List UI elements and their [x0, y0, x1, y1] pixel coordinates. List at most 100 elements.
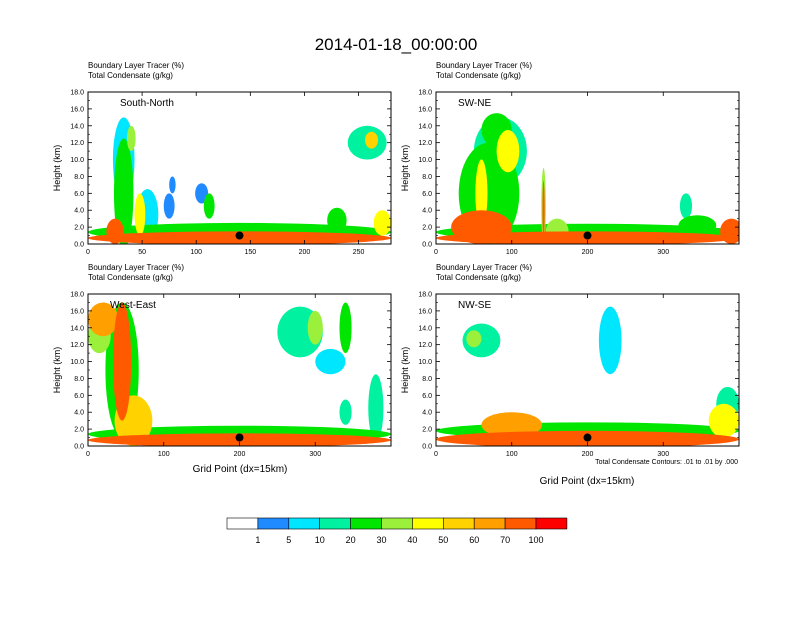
y-tick-label: 6.0	[74, 191, 84, 198]
colorbar-swatch	[412, 517, 444, 530]
label-tracer: Boundary Layer Tracer (%)	[436, 61, 532, 70]
y-tick-label: 4.0	[422, 208, 432, 215]
colorbar-label: 10	[315, 535, 325, 545]
tracer-blob	[496, 130, 520, 173]
colorbar-swatch	[288, 517, 320, 530]
y-tick-label: 0.0	[422, 242, 432, 249]
y-tick-label: 10.0	[418, 359, 432, 366]
tracer-blob	[126, 125, 136, 152]
x-tick-label: 200	[299, 249, 311, 256]
colorbar-label: 100	[528, 535, 543, 545]
x-axis-label: Grid Point (dx=15km)	[193, 464, 288, 475]
y-tick-label: 18.0	[418, 90, 432, 97]
x-tick-label: 100	[506, 451, 518, 458]
y-tick-label: 10.0	[70, 157, 84, 164]
colorbar-swatch	[257, 517, 290, 530]
shaded-field	[436, 306, 739, 446]
panels: 0.0 2.0 4.0 6.0 8.0 10.0 12.0 14.0 16.0 18.0 0 50 10…	[52, 61, 740, 487]
y-tick-label: 16.0	[70, 106, 84, 113]
shaded-field	[88, 117, 391, 244]
y-tick-label: 14.0	[70, 325, 84, 332]
label-tracer: Boundary Layer Tracer (%)	[88, 263, 184, 272]
tracer-blob	[307, 310, 323, 345]
y-tick-label: 4.0	[422, 410, 432, 417]
panel-name: NW-SE	[458, 300, 491, 311]
colorbar-swatch	[442, 517, 475, 530]
tracer-blob	[598, 306, 622, 375]
tracer-blob	[678, 215, 717, 236]
panel-sw-ne: 0.0 2.0 4.0 6.0 8.0 10.0 12.0 14.0 16.0 18.0 0 100 2…	[400, 61, 740, 256]
y-tick-label: 8.0	[422, 174, 432, 181]
tracer-blob	[708, 403, 739, 438]
x-tick-label: 0	[434, 249, 438, 256]
colorbar-label: 20	[346, 535, 356, 545]
y-axis-label: Height (km)	[52, 347, 62, 394]
tracer-blob	[106, 218, 124, 244]
y-tick-label: 16.0	[418, 106, 432, 113]
colorbar-swatch	[473, 517, 506, 530]
y-tick-label: 12.0	[70, 140, 84, 147]
x-tick-label: 300	[657, 451, 669, 458]
y-tick-label: 16.0	[418, 308, 432, 315]
tracer-blob	[203, 193, 215, 219]
tracer-blob	[315, 348, 346, 375]
y-tick-label: 0.0	[74, 242, 84, 249]
x-tick-label: 0	[434, 451, 438, 458]
y-tick-label: 8.0	[74, 174, 84, 181]
x-tick-label: 300	[309, 451, 321, 458]
panel-south-north: 0.0 2.0 4.0 6.0 8.0 10.0 12.0 14.0 16.0 18.0 0 50 10…	[52, 61, 392, 256]
tracer-blob	[339, 399, 352, 425]
label-condensate: Total Condensate (g/kg)	[436, 71, 521, 80]
y-axis-label: Height (km)	[52, 145, 62, 192]
location-marker	[235, 231, 244, 240]
y-tick-label: 14.0	[70, 123, 84, 130]
colorbar-swatch	[319, 517, 351, 530]
x-tick-label: 100	[506, 249, 518, 256]
x-axis-label: Grid Point (dx=15km)	[540, 476, 635, 487]
colorbar-label: 50	[438, 535, 448, 545]
colorbar-swatch	[226, 517, 259, 530]
tracer-blob	[373, 210, 391, 236]
colorbar-label: 60	[469, 535, 479, 545]
label-condensate: Total Condensate (g/kg)	[88, 273, 173, 282]
tracer-blob	[542, 180, 545, 240]
shaded-field	[88, 302, 391, 446]
tracer-blob	[481, 412, 543, 438]
colorbar-swatch	[535, 517, 568, 530]
label-tracer: Boundary Layer Tracer (%)	[88, 61, 184, 70]
panel-name: SW-NE	[458, 98, 491, 109]
location-marker	[583, 231, 592, 240]
tracer-blob	[365, 131, 379, 149]
colorbar-swatch	[504, 517, 537, 530]
shaded-field	[436, 113, 739, 244]
colorbar-label: 70	[500, 535, 510, 545]
y-tick-label: 2.0	[74, 427, 84, 434]
x-tick-label: 0	[86, 249, 90, 256]
colorbar-label: 5	[286, 535, 291, 545]
tracer-blob	[339, 302, 352, 354]
tracer-blob	[163, 193, 175, 219]
x-tick-label: 50	[138, 249, 146, 256]
colorbar-label: 30	[376, 535, 386, 545]
y-tick-label: 4.0	[74, 208, 84, 215]
y-tick-label: 18.0	[70, 90, 84, 97]
y-tick-label: 10.0	[70, 359, 84, 366]
y-tick-label: 4.0	[74, 410, 84, 417]
colorbar-label: 1	[255, 535, 260, 545]
location-marker	[235, 433, 244, 442]
tracer-blob	[88, 302, 119, 337]
colorbar-label: 40	[407, 535, 417, 545]
y-tick-label: 8.0	[74, 376, 84, 383]
colorbar-swatch	[381, 517, 413, 530]
y-axis-label: Height (km)	[400, 145, 410, 192]
tracer-blob	[112, 302, 132, 421]
tracer-blob	[720, 218, 739, 244]
y-tick-label: 14.0	[418, 325, 432, 332]
y-tick-label: 2.0	[422, 427, 432, 434]
y-tick-label: 0.0	[422, 444, 432, 451]
y-tick-label: 12.0	[70, 342, 84, 349]
tracer-blob	[113, 138, 134, 244]
y-tick-label: 14.0	[418, 123, 432, 130]
x-tick-label: 300	[657, 249, 669, 256]
